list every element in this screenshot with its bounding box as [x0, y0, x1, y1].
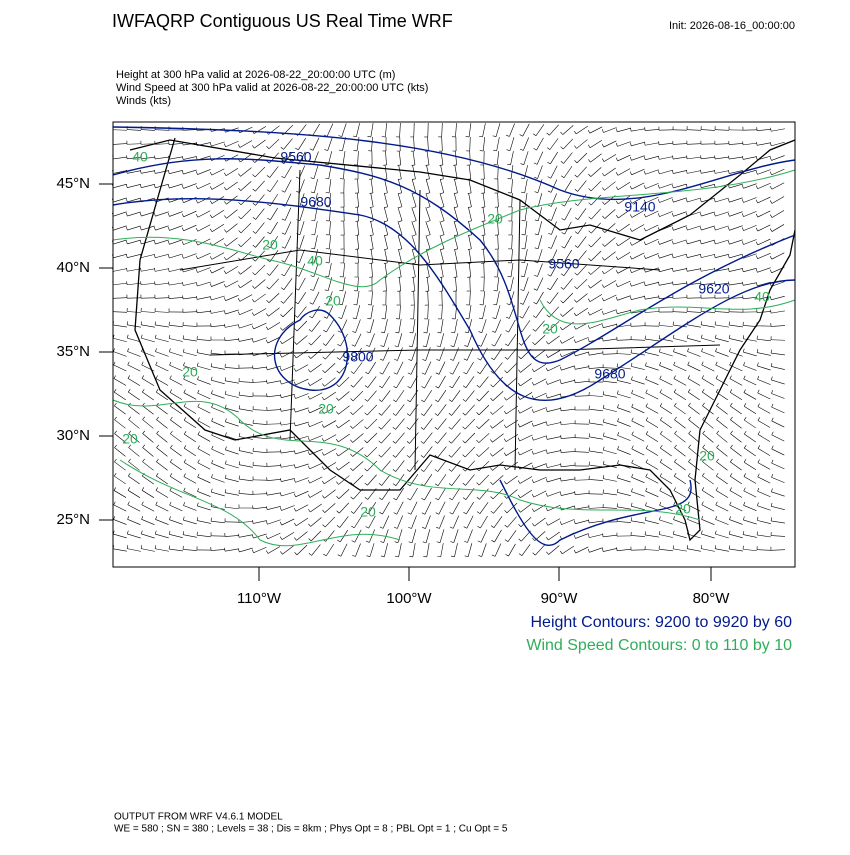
height-label: 9680	[300, 194, 331, 210]
footer-line: WE = 580 ; SN = 380 ; Levels = 38 ; Dis …	[114, 824, 508, 835]
wind-label: 20	[318, 401, 334, 417]
height-label: 9620	[698, 281, 729, 297]
legend-wind: Wind Speed Contours: 0 to 110 by 10	[526, 637, 792, 654]
wind-label: 40	[132, 149, 148, 165]
height-label: 9800	[342, 349, 373, 365]
wind-label: 20	[360, 504, 376, 520]
lon-label: 110°W	[237, 590, 282, 607]
footer-line: OUTPUT FROM WRF V4.6.1 MODEL	[114, 812, 283, 823]
lat-label: 35°N	[56, 343, 90, 360]
wind-label: 20	[699, 448, 715, 464]
title: IWFAQRP Contiguous US Real Time WRF	[112, 11, 453, 31]
lon-label: 80°W	[693, 590, 731, 607]
wind-label: 20	[182, 364, 198, 380]
wind-label: 20	[262, 237, 278, 253]
height-label: 9560	[548, 256, 579, 272]
legend-height: Height Contours: 9200 to 9920 by 60	[530, 614, 792, 631]
field-line: Wind Speed at 300 hPa valid at 2026-08-2…	[116, 82, 428, 94]
field-line: Winds (kts)	[116, 95, 171, 107]
wind-label: 40	[307, 253, 323, 269]
wind-label: 20	[487, 211, 503, 227]
wind-label: 20	[325, 293, 341, 309]
lat-label: 30°N	[56, 427, 90, 444]
wind-label: 20	[542, 321, 558, 337]
height-label: 9140	[624, 199, 655, 215]
lat-label: 40°N	[56, 259, 90, 276]
height-label: 9560	[280, 149, 311, 165]
wind-label: 20	[675, 501, 691, 517]
height-label: 9680	[594, 366, 625, 382]
lon-label: 90°W	[541, 590, 579, 607]
field-line: Height at 300 hPa valid at 2026-08-22_20…	[116, 69, 395, 81]
lon-label: 100°W	[386, 590, 432, 607]
lat-label: 25°N	[56, 511, 90, 528]
wind-label: 20	[122, 431, 138, 447]
lat-label: 45°N	[56, 175, 90, 192]
wind-label: 40	[754, 289, 770, 305]
init-time: Init: 2026-08-16_00:00:00	[669, 20, 795, 32]
